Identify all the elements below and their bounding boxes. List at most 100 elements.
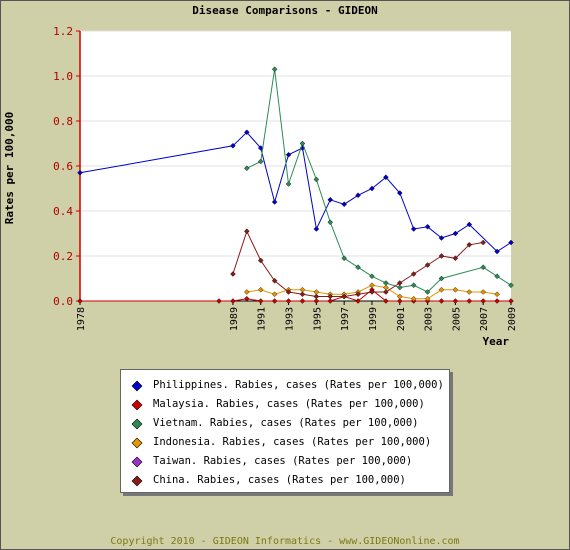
copyright-footer: Copyright 2010 - GIDEON Informatics - ww… <box>110 536 460 547</box>
x-tick-label: 2007 <box>479 307 490 331</box>
data-point <box>341 201 347 208</box>
data-point <box>271 199 278 205</box>
legend-label: Indonesia. Rabies, cases (Rates per 100,… <box>153 436 432 448</box>
data-point <box>438 235 445 241</box>
data-point <box>410 271 417 277</box>
data-point <box>355 291 361 298</box>
data-point <box>383 298 389 304</box>
legend-label: Philippines. Rabies, cases (Rates per 10… <box>153 379 444 391</box>
data-point <box>285 298 292 304</box>
data-point <box>424 223 431 230</box>
data-point <box>327 298 334 304</box>
data-point <box>466 241 473 248</box>
data-point <box>355 298 361 304</box>
data-point <box>313 226 320 232</box>
legend-marker-icon <box>131 418 143 430</box>
data-point <box>494 273 500 280</box>
data-point <box>271 291 278 298</box>
y-tick-label: 0.2 <box>53 250 73 263</box>
data-point <box>508 239 514 246</box>
legend-marker-icon <box>131 456 143 468</box>
data-point <box>466 221 473 228</box>
y-tick-label: 0.6 <box>53 160 73 173</box>
data-point <box>480 298 486 304</box>
chart-legend: Philippines. Rabies, cases (Rates per 10… <box>120 369 450 493</box>
data-point <box>480 264 486 271</box>
data-point <box>341 293 347 300</box>
legend-label: Vietnam. Rabies, cases (Rates per 100,00… <box>153 417 419 429</box>
chart-title: Disease Comparisons - GIDEON <box>192 4 378 17</box>
data-point <box>410 282 417 289</box>
y-tick-label: 1.0 <box>53 70 73 83</box>
data-point <box>438 275 445 282</box>
data-point <box>396 190 403 196</box>
data-point <box>341 255 347 262</box>
legend-label: China. Rabies, cases (Rates per 100,000) <box>153 474 406 486</box>
data-point <box>230 271 236 277</box>
data-point <box>369 282 375 289</box>
data-point <box>257 298 264 304</box>
data-point <box>466 289 473 295</box>
data-point <box>410 226 417 232</box>
y-tick-label: 0.0 <box>53 295 73 308</box>
legend-marker-icon <box>131 437 143 449</box>
data-point <box>313 293 320 300</box>
data-point <box>480 239 486 246</box>
data-point <box>355 264 361 271</box>
data-point <box>369 273 375 280</box>
data-point <box>77 169 83 176</box>
data-point <box>452 255 459 262</box>
data-point <box>244 129 250 136</box>
data-point <box>299 298 306 304</box>
data-point <box>327 293 334 300</box>
x-tick-label: 1989 <box>229 307 240 331</box>
data-point <box>257 286 264 293</box>
x-tick-label: 1997 <box>340 307 351 331</box>
data-point <box>257 257 264 264</box>
data-point <box>424 262 431 268</box>
data-point <box>244 295 250 302</box>
data-point <box>244 289 250 295</box>
x-axis-title: Year <box>483 335 510 348</box>
data-point <box>452 286 459 293</box>
data-point <box>299 140 306 147</box>
data-point <box>396 298 403 304</box>
x-tick-label: 1978 <box>76 307 87 331</box>
x-tick-label: 1991 <box>257 307 268 331</box>
x-tick-label: 2009 <box>507 307 518 331</box>
legend-marker-icon <box>131 399 143 411</box>
data-point <box>424 295 431 302</box>
series-line-2 <box>246 69 512 293</box>
data-point <box>438 253 445 259</box>
data-point <box>383 289 389 295</box>
y-tick-label: 0.4 <box>53 205 73 218</box>
data-point <box>313 176 320 183</box>
data-point <box>216 298 222 304</box>
data-point <box>424 289 431 295</box>
data-point <box>383 174 389 181</box>
data-point <box>508 298 514 304</box>
data-point <box>285 181 292 187</box>
x-tick-label: 2003 <box>424 307 435 331</box>
data-point <box>327 196 334 203</box>
data-point <box>452 230 459 237</box>
x-tick-label: 1999 <box>368 307 379 331</box>
data-point <box>508 282 514 289</box>
data-point <box>313 298 320 304</box>
data-point <box>466 298 473 304</box>
data-point <box>271 66 278 73</box>
data-point <box>271 298 278 304</box>
y-tick-label: 1.2 <box>53 25 73 38</box>
legend-label: Malaysia. Rabies, cases (Rates per 100,0… <box>153 398 425 410</box>
data-point <box>369 289 375 295</box>
data-point <box>396 284 403 291</box>
y-axis-title: Rates per 100,000 <box>3 112 16 225</box>
data-point <box>396 280 403 286</box>
data-point <box>327 219 334 226</box>
data-point <box>410 295 417 302</box>
x-tick-label: 1995 <box>312 307 323 331</box>
data-point <box>244 165 250 172</box>
data-point <box>494 291 500 298</box>
x-tick-label: 2001 <box>396 307 407 331</box>
data-point <box>480 289 486 295</box>
